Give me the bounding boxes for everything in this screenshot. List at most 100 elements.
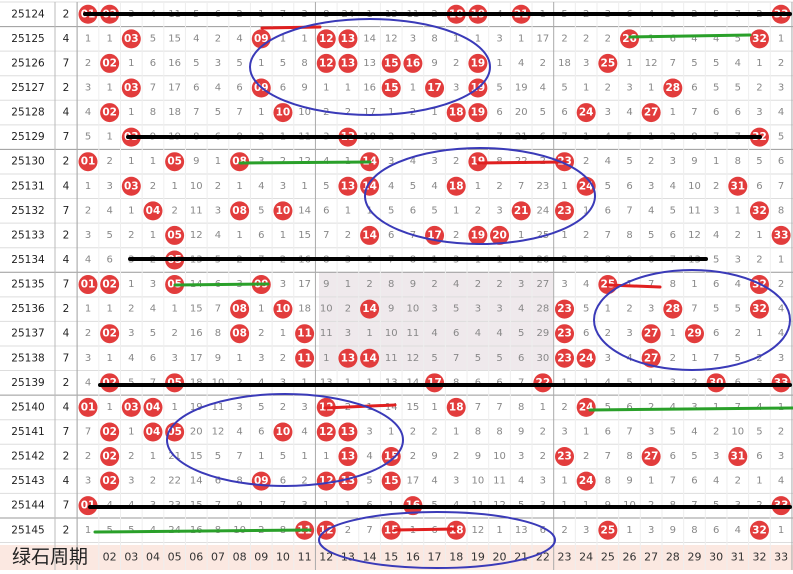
miss-count: 6 — [713, 279, 719, 290]
miss-count: 6 — [756, 181, 762, 192]
miss-count: 6 — [735, 107, 741, 118]
blue-ellipse — [249, 18, 491, 116]
hit-ball — [230, 324, 250, 344]
miss-count: 1 — [756, 328, 762, 339]
miss-count: 3 — [648, 181, 654, 192]
hit-number: 23 — [557, 205, 572, 217]
hit-number: 01 — [81, 401, 96, 413]
miss-count: 5 — [518, 328, 524, 339]
miss-count: 2 — [410, 451, 416, 462]
hit-number: 14 — [362, 303, 377, 315]
miss-count: 4 — [648, 205, 654, 216]
miss-count: 6 — [735, 377, 741, 388]
miss-count: 17 — [168, 82, 181, 93]
miss-count: 1 — [128, 205, 134, 216]
miss-count: 1 — [366, 328, 372, 339]
miss-count: 1 — [323, 353, 329, 364]
hit-ball — [576, 176, 596, 196]
miss-count: 7 — [236, 451, 242, 462]
miss-count: 9 — [431, 451, 437, 462]
miss-count: 2 — [583, 156, 589, 167]
miss-count: 1 — [648, 82, 654, 93]
miss-count: 5 — [540, 107, 546, 118]
miss-count: 4 — [366, 451, 372, 462]
miss-count: 12 — [688, 230, 701, 241]
hit-ball — [468, 53, 488, 73]
blue-ellipse — [166, 393, 404, 487]
hit-number: 15 — [384, 451, 399, 463]
hit-number: 15 — [384, 57, 399, 69]
hit-number: 02 — [102, 475, 117, 487]
miss-count: 8 — [431, 33, 437, 44]
miss-count: 1 — [128, 156, 134, 167]
hit-number: 05 — [167, 156, 182, 168]
miss-count: 1 — [583, 426, 589, 437]
miss-count: 10 — [212, 377, 225, 388]
miss-count: 2 — [345, 304, 351, 315]
miss-count: 5 — [691, 451, 697, 462]
miss-count: 13 — [363, 58, 376, 69]
miss-count: 5 — [561, 82, 567, 93]
footer-number: 15 — [384, 551, 398, 564]
miss-count: 2 — [778, 279, 784, 290]
miss-count: 4 — [85, 254, 91, 265]
miss-count: 2 — [171, 328, 177, 339]
miss-count: 7 — [605, 451, 611, 462]
hit-ball — [295, 348, 315, 368]
miss-count: 6 — [410, 205, 416, 216]
hit-number: 09 — [254, 33, 269, 45]
miss-count: 4 — [713, 476, 719, 487]
hit-number: 26 — [622, 33, 637, 45]
footer-number: 23 — [558, 551, 572, 564]
miss-count: 16 — [190, 328, 203, 339]
miss-count: 4 — [518, 476, 524, 487]
miss-count: 2 — [605, 82, 611, 93]
hit-number: 32 — [752, 303, 767, 315]
miss-count: 6 — [388, 230, 394, 241]
hit-ball — [511, 201, 531, 221]
miss-count: 11 — [385, 353, 398, 364]
miss-count: 1 — [215, 156, 221, 167]
footer-number: 12 — [319, 551, 333, 564]
miss-count: 2 — [713, 181, 719, 192]
count: 7 — [63, 426, 70, 438]
miss-count: 1 — [258, 451, 264, 462]
green-line — [93, 528, 312, 534]
miss-count: 15 — [168, 33, 181, 44]
miss-count: 10 — [298, 107, 311, 118]
miss-count: 7 — [648, 279, 654, 290]
miss-count: 1 — [691, 353, 697, 364]
miss-count: 6 — [258, 230, 264, 241]
footer-number: 24 — [579, 551, 593, 564]
miss-count: 1 — [670, 107, 676, 118]
miss-count: 4 — [85, 107, 91, 118]
miss-count: 7 — [366, 525, 372, 536]
hit-ball — [100, 53, 120, 73]
period: 25140 — [11, 401, 44, 413]
footer-number: 17 — [428, 551, 442, 564]
miss-count: 12 — [190, 230, 203, 241]
miss-count: 7 — [150, 82, 156, 93]
hit-number: 02 — [102, 377, 117, 389]
miss-count: 13 — [515, 525, 528, 536]
miss-count: 3 — [128, 328, 134, 339]
count: 4 — [63, 33, 70, 45]
miss-count: 1 — [301, 33, 307, 44]
footer-number: 25 — [601, 551, 615, 564]
hit-number: 24 — [579, 475, 594, 487]
hit-ball — [576, 471, 596, 491]
hit-number: 17 — [427, 229, 442, 241]
miss-count: 3 — [561, 426, 567, 437]
miss-count: 2 — [453, 451, 459, 462]
miss-count: 6 — [540, 525, 546, 536]
hit-number: 02 — [102, 57, 117, 69]
miss-count: 3 — [150, 279, 156, 290]
miss-count: 5 — [128, 377, 134, 388]
hit-number: 17 — [427, 82, 442, 94]
hit-number: 19 — [471, 57, 486, 69]
period: 25131 — [11, 180, 44, 192]
miss-count: 2 — [128, 451, 134, 462]
miss-count: 2 — [540, 58, 546, 69]
footer-number: 29 — [687, 551, 701, 564]
miss-count: 4 — [605, 156, 611, 167]
